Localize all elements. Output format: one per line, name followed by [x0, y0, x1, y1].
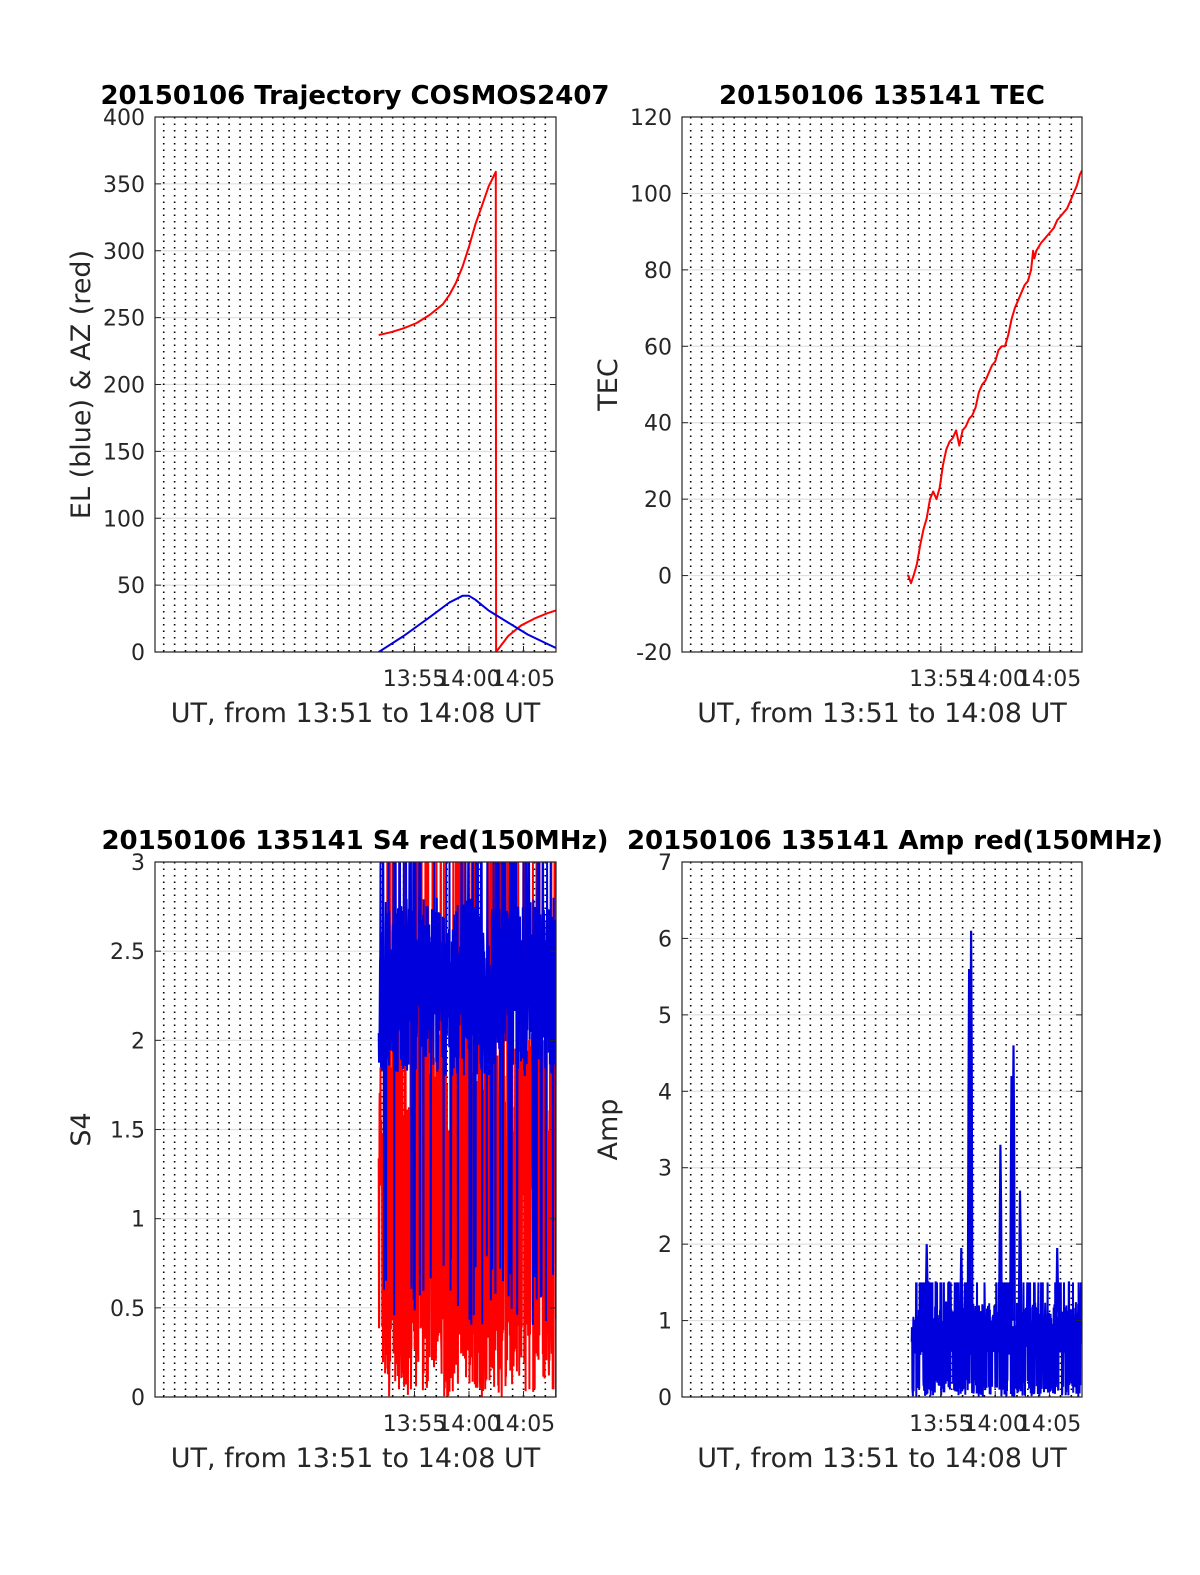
x-tick-label: 14:00: [964, 667, 1027, 692]
x-tick-label: 14:00: [437, 1412, 500, 1437]
series-line: [378, 170, 556, 652]
y-tick-label: 60: [644, 335, 672, 360]
chart-title: 20150106 135141 TEC: [719, 81, 1045, 111]
y-tick-label: 100: [103, 507, 145, 532]
x-tick-label: 13:55: [909, 667, 972, 692]
chart-title: 20150106 135141 Amp red(150MHz): [627, 826, 1163, 856]
y-tick-label: 4: [658, 1080, 672, 1105]
y-tick-label: 2.5: [110, 940, 145, 965]
y-tick-label: -20: [636, 641, 672, 666]
y-tick-label: 1: [131, 1208, 145, 1233]
amp-peak: [958, 1247, 964, 1321]
y-axis-label: EL (blue) & AZ (red): [66, 250, 97, 519]
amp-peak: [924, 1244, 930, 1321]
axes-box: [681, 116, 1083, 653]
amp-peak: [966, 968, 972, 1321]
y-tick-label: 400: [103, 106, 145, 131]
y-tick-label: 350: [103, 173, 145, 198]
y-tick-label: 1.5: [110, 1119, 145, 1144]
chart-title: 20150106 Trajectory COSMOS2407: [100, 81, 609, 111]
y-tick-label: 7: [658, 851, 672, 876]
series-line: [378, 594, 556, 652]
x-tick-label: 13:55: [383, 667, 446, 692]
y-tick-label: 200: [103, 374, 145, 399]
y-tick-label: 50: [117, 574, 145, 599]
x-axis-label: UT, from 13:51 to 14:08 UT: [697, 1443, 1067, 1474]
amp-peak: [998, 1144, 1003, 1321]
x-tick-label: 14:00: [964, 1412, 1027, 1437]
y-tick-label: 0: [658, 565, 672, 590]
y-tick-label: 0: [131, 1386, 145, 1411]
y-tick-label: 2: [658, 1233, 672, 1258]
y-tick-label: 40: [644, 412, 672, 437]
plot-content: [910, 930, 1082, 1397]
x-tick-label: 14:05: [492, 1412, 555, 1437]
amp-peak: [1017, 1190, 1023, 1321]
plot-content: [907, 170, 1082, 585]
plot-content: [378, 170, 556, 652]
y-tick-label: 100: [630, 182, 672, 207]
x-tick-label: 13:55: [383, 1412, 446, 1437]
amp-peak: [1009, 1075, 1014, 1321]
y-axis-label: Amp: [593, 1099, 624, 1161]
x-axis-label: UT, from 13:51 to 14:08 UT: [171, 1443, 541, 1474]
y-tick-label: 250: [103, 307, 145, 332]
y-axis-label: TEC: [593, 358, 624, 411]
x-tick-label: 14:05: [492, 667, 555, 692]
y-tick-label: 80: [644, 259, 672, 284]
y-tick-label: 0.5: [110, 1297, 145, 1322]
x-tick-label: 14:00: [437, 667, 500, 692]
y-tick-label: 0: [658, 1386, 672, 1411]
y-tick-label: 6: [658, 927, 672, 952]
x-axis-label: UT, from 13:51 to 14:08 UT: [697, 698, 1067, 729]
plot-content: [377, 862, 556, 1397]
series-line: [907, 170, 1082, 585]
plot-area: [682, 117, 1082, 652]
x-axis-label: UT, from 13:51 to 14:08 UT: [171, 698, 541, 729]
y-tick-label: 5: [658, 1004, 672, 1029]
y-tick-label: 20: [644, 488, 672, 513]
axes-box: [681, 861, 1083, 1398]
noise-series: [377, 862, 556, 1397]
amp-peak: [1054, 1247, 1060, 1321]
y-tick-label: 150: [103, 440, 145, 465]
noise-series: [910, 1281, 1082, 1397]
x-tick-label: 14:05: [1018, 667, 1081, 692]
y-tick-label: 300: [103, 240, 145, 265]
y-tick-label: 3: [658, 1157, 672, 1182]
y-axis-label: S4: [66, 1112, 97, 1146]
x-tick-label: 13:55: [909, 1412, 972, 1437]
x-tick-label: 14:05: [1018, 1412, 1081, 1437]
y-tick-label: 3: [131, 851, 145, 876]
y-tick-label: 2: [131, 1029, 145, 1054]
y-tick-label: 0: [131, 641, 145, 666]
noise-series: [377, 862, 556, 1326]
y-tick-label: 1: [658, 1310, 672, 1335]
y-tick-label: 120: [630, 106, 672, 131]
chart-title: 20150106 135141 S4 red(150MHz): [101, 826, 608, 856]
